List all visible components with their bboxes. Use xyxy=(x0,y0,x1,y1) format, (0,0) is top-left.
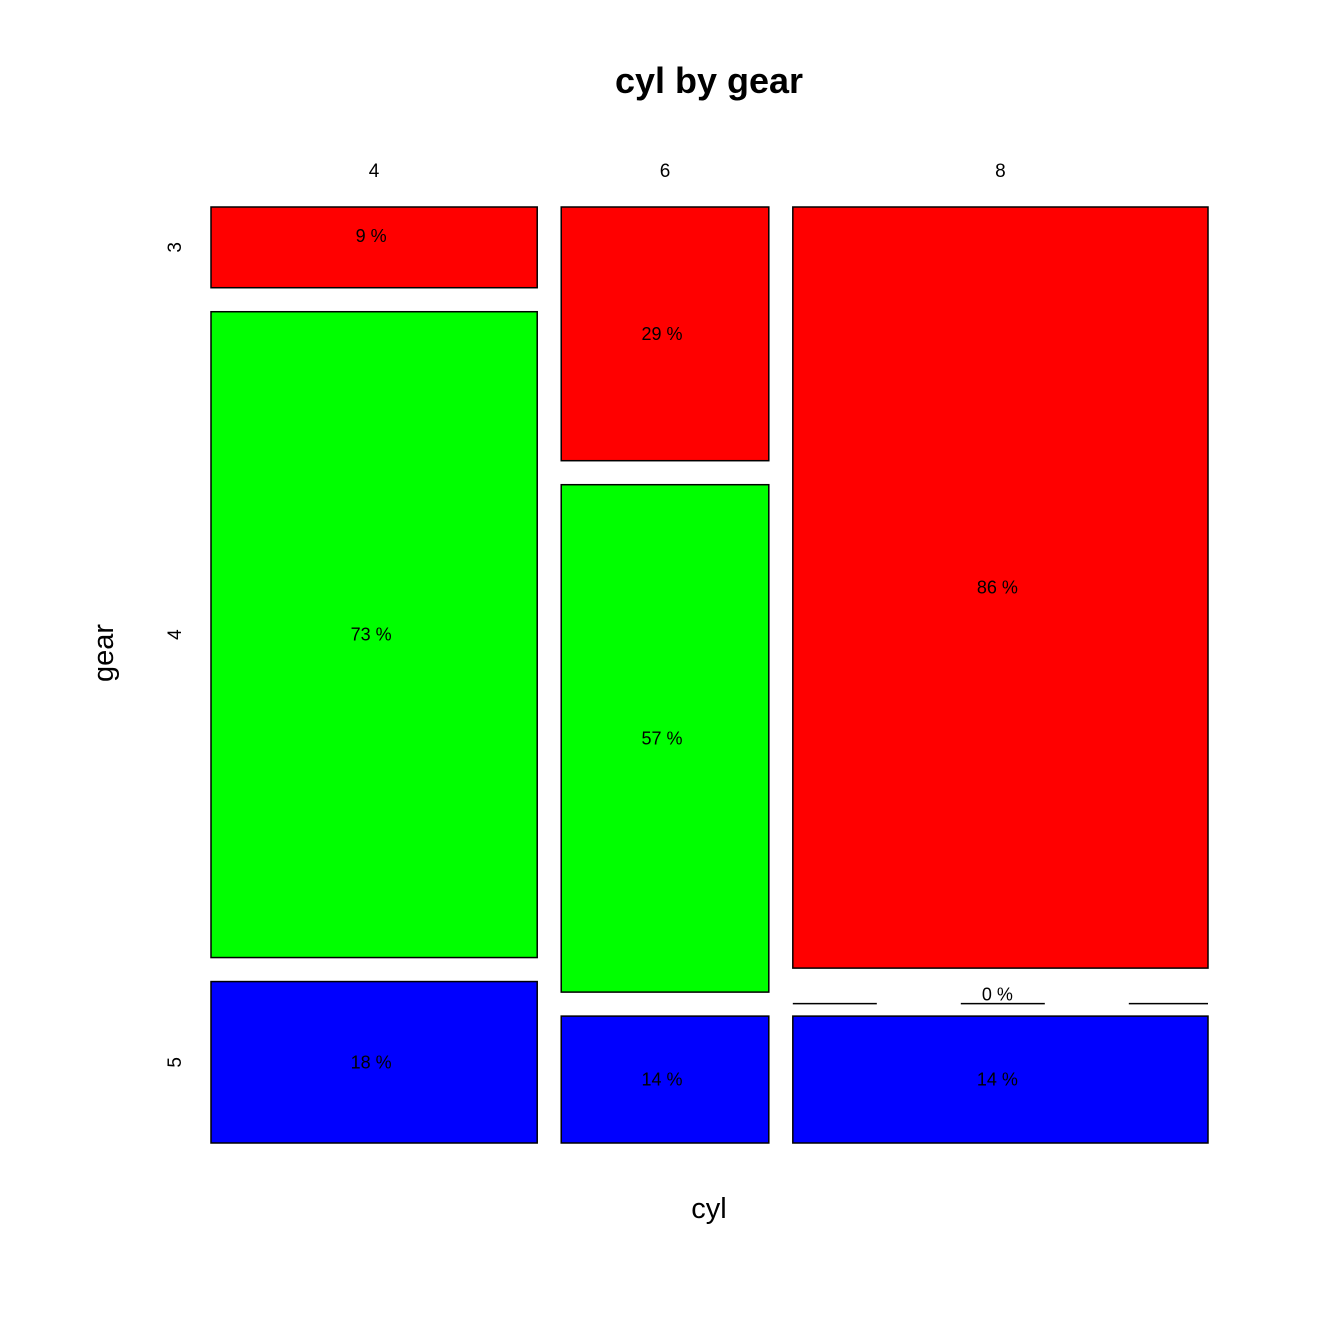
x-tick-label: 6 xyxy=(660,161,671,182)
y-tick-label: 3 xyxy=(165,242,186,253)
x-axis-title: cyl xyxy=(691,1193,726,1225)
cell-label: 29 % xyxy=(641,324,682,344)
mosaic-cell xyxy=(210,980,538,1144)
mosaic-cell xyxy=(210,310,538,959)
cell-label: 14 % xyxy=(977,1070,1018,1090)
mosaic-cell xyxy=(560,206,770,462)
x-tick-label: 8 xyxy=(995,161,1006,182)
mosaic-cell xyxy=(560,1015,770,1144)
y-tick-label: 5 xyxy=(165,1057,186,1068)
cell-label: 14 % xyxy=(641,1070,682,1090)
cell-label: 9 % xyxy=(356,226,387,246)
mosaic-cell xyxy=(560,483,770,993)
mosaic-cells: 9 % 73 % 18 % 29 % 57 % 14 % 86 % 0 % 14 % xyxy=(210,206,1209,1144)
x-tick-label: 4 xyxy=(369,161,380,182)
cell-label: 86 % xyxy=(977,578,1018,598)
y-axis-title: gear xyxy=(88,624,120,682)
mosaic-cell xyxy=(210,206,538,289)
axis-ticks: 4 6 8 3 4 5 xyxy=(165,161,1006,1068)
chart-title: cyl by gear xyxy=(615,60,803,101)
cell-label: 57 % xyxy=(641,728,682,748)
y-tick-label: 4 xyxy=(165,629,186,640)
mosaic-cell xyxy=(792,1015,1209,1144)
mosaic-cell xyxy=(792,206,1209,969)
cell-label: 18 % xyxy=(351,1052,392,1072)
cell-label: 73 % xyxy=(351,625,392,645)
cell-label: 0 % xyxy=(982,985,1013,1005)
